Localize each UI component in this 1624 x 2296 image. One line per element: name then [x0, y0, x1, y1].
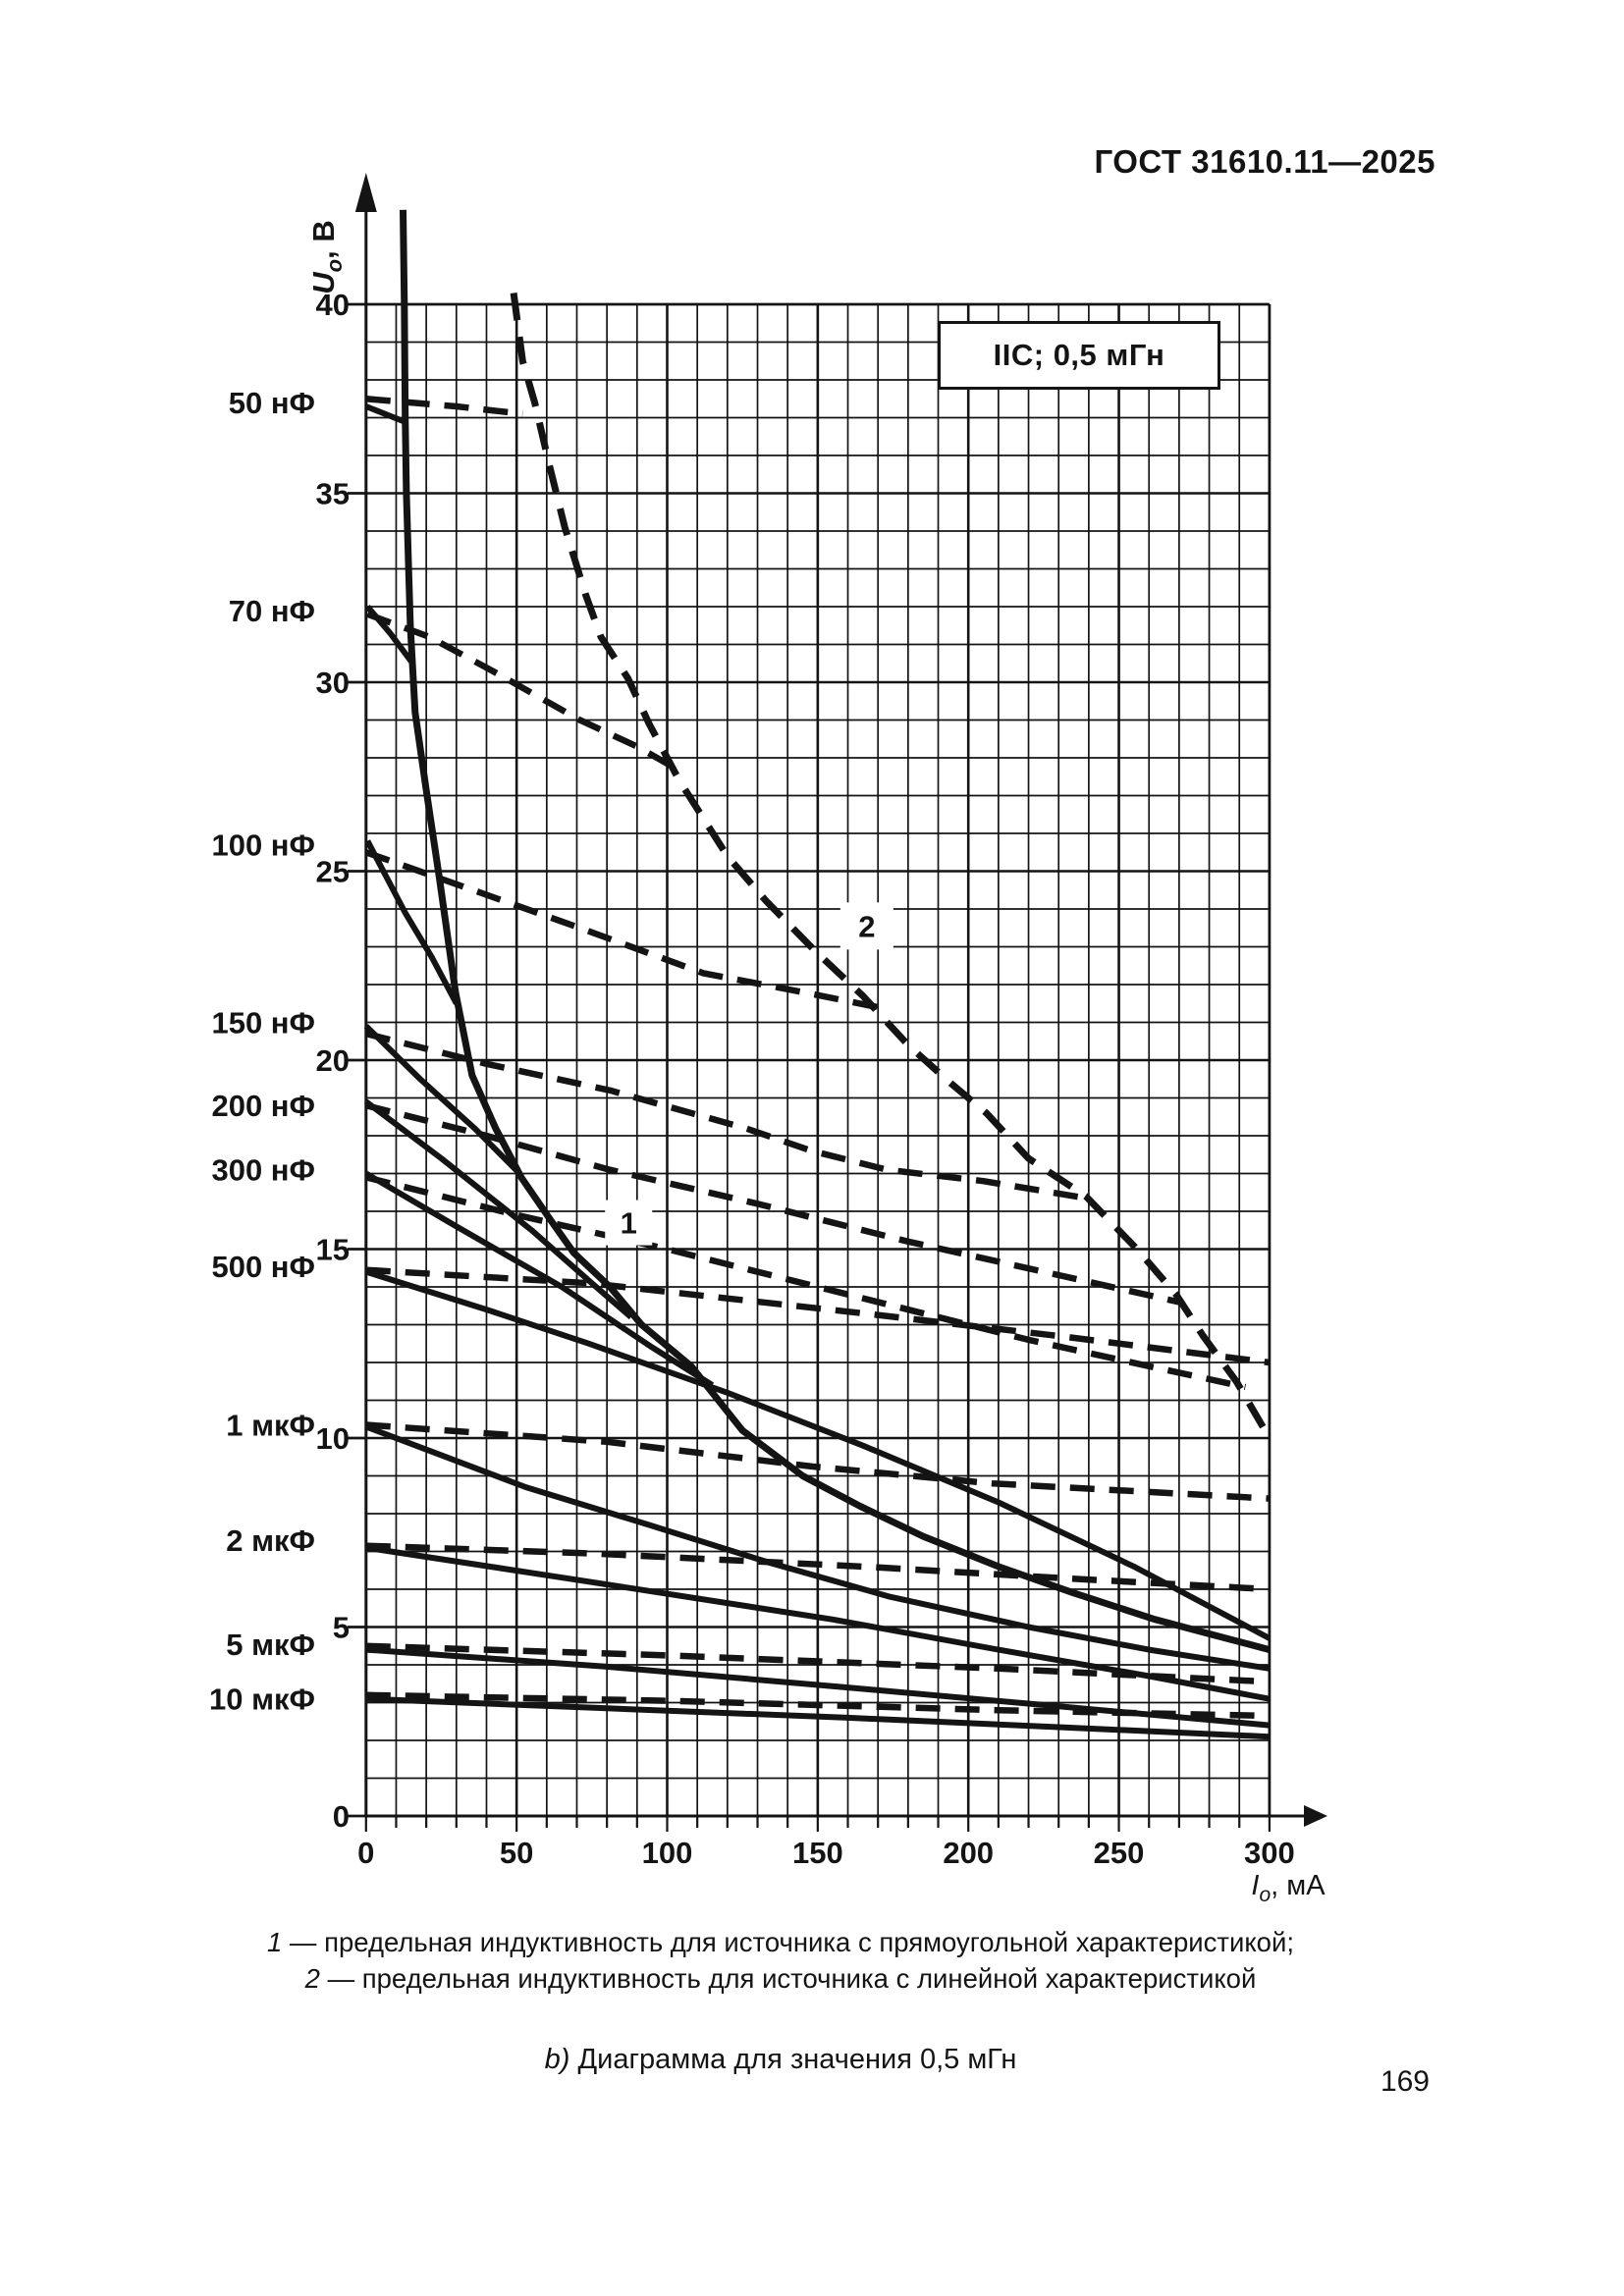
series-c100-solid — [364, 839, 460, 1005]
x-axis-title: Io, мА — [1251, 1870, 1326, 1906]
curve-marker-box-2 — [839, 902, 893, 950]
curve-marker-box-1 — [605, 1200, 653, 1246]
series-limit-1 — [400, 209, 1271, 1653]
capacitance-label: 300 нФ — [211, 1153, 315, 1188]
caption-1-text: — предельная индуктивность для источника… — [282, 1927, 1294, 1957]
series-c50-dash — [365, 396, 523, 417]
capacitance-label: 2 мкФ — [226, 1523, 315, 1558]
series-c70-dash — [366, 611, 673, 769]
series-c100-dash — [364, 849, 879, 1011]
series-c200-solid — [363, 1098, 633, 1320]
series-c1u-dash — [365, 1421, 1271, 1502]
curve-marker-label-1: 1 — [621, 1206, 637, 1241]
series-c500-solid — [364, 1268, 1272, 1641]
y-tick-label: 20 — [316, 1043, 350, 1078]
y-tick-label: 35 — [316, 477, 350, 511]
subtitle-text: Диаграмма для значения 0,5 мГн — [569, 2044, 1017, 2075]
series-c300-dash — [365, 1174, 1247, 1391]
y-axis-arrow-icon — [354, 173, 377, 212]
gas-group-label: IIC; 0,5 мГн — [993, 338, 1165, 372]
capacitance-label: 5 мкФ — [226, 1628, 315, 1662]
capacitance-label: 70 нФ — [229, 594, 315, 628]
figure-subtitle: b) Диаграмма для значения 0,5 мГн — [236, 2044, 1326, 2076]
subtitle-prefix: b) — [544, 2044, 570, 2075]
series-c10u-solid — [365, 1695, 1271, 1740]
capacitance-label: 200 нФ — [211, 1089, 315, 1123]
series-c500-dash — [365, 1266, 1271, 1366]
x-tick-label: 150 — [792, 1836, 843, 1870]
series-c1u-solid — [364, 1423, 1271, 1672]
capacitance-label: 500 нФ — [211, 1250, 315, 1284]
page-header: ГОСТ 31610.11—2025 — [1094, 143, 1435, 180]
capacitance-label: 10 мкФ — [209, 1682, 315, 1717]
series-c50-solid — [364, 403, 406, 425]
caption-line-2: 2 — предельная индуктивность для источни… — [236, 1960, 1326, 1997]
y-tick-label: 30 — [316, 666, 350, 700]
series-c5u-dash — [365, 1642, 1271, 1685]
capacitance-label: 100 нФ — [211, 828, 315, 863]
figure-caption: 1 — предельная индуктивность для источни… — [236, 1924, 1326, 1997]
series-c300-solid — [364, 1170, 715, 1388]
caption-2-text: — предельная индуктивность для источника… — [319, 1963, 1257, 1994]
y-axis-title: Uo, В — [306, 220, 347, 294]
x-tick-label: 250 — [1094, 1836, 1145, 1870]
x-axis-arrow-icon — [1304, 1805, 1327, 1827]
y-tick-label: 40 — [316, 288, 350, 322]
y-tick-label: 10 — [316, 1421, 350, 1456]
x-tick-label: 200 — [943, 1836, 994, 1870]
page-number: 169 — [1380, 2065, 1430, 2098]
caption-line-1: 1 — предельная индуктивность для источни… — [236, 1924, 1326, 1960]
capacitance-label: 1 мкФ — [226, 1409, 315, 1443]
caption-1-number: 1 — [267, 1927, 283, 1957]
series-limit-2 — [510, 293, 1272, 1440]
capacitance-label: 150 нФ — [211, 1006, 315, 1041]
x-tick-label: 300 — [1244, 1836, 1295, 1870]
series-c200-dash — [365, 1102, 1180, 1306]
y-tick-label: 0 — [333, 1799, 350, 1834]
curve-marker-label-2: 2 — [858, 909, 875, 943]
y-tick-label: 5 — [333, 1611, 350, 1645]
y-tick-label: 15 — [316, 1233, 350, 1267]
x-tick-label: 50 — [500, 1836, 533, 1870]
x-tick-label: 100 — [642, 1836, 693, 1870]
gas-group-label-box: IIC; 0,5 мГн — [938, 321, 1220, 390]
series-c10u-dash — [365, 1691, 1270, 1720]
capacitance-label: 50 нФ — [229, 386, 315, 420]
series-c150-solid — [363, 1024, 522, 1176]
y-tick-label: 25 — [316, 855, 350, 889]
x-tick-label: 0 — [357, 1836, 374, 1870]
caption-2-number: 2 — [304, 1963, 320, 1994]
series-c2u-dash — [365, 1542, 1271, 1593]
